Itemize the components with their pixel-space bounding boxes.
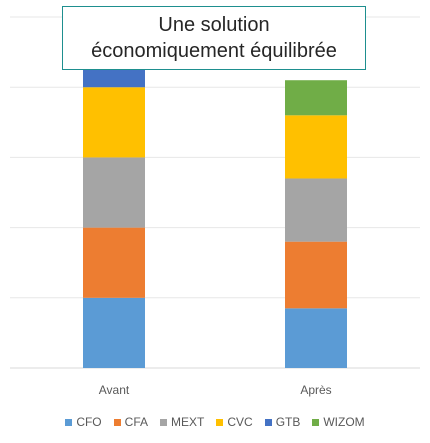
x-axis-labels: Avant Après	[99, 383, 332, 397]
legend-item-gtb: GTB	[264, 415, 301, 429]
legend-swatch	[65, 418, 73, 426]
x-tick-label: Avant	[99, 383, 130, 397]
legend-label: CFO	[76, 415, 102, 429]
chart-title-line-2: économiquement équilibrée	[91, 40, 337, 62]
bar-segment-cvc-avant	[83, 87, 145, 158]
legend: CFO CFA MEXT CVC GTB WIZOM	[0, 413, 430, 431]
bar-segment-mext-apres	[285, 178, 347, 242]
legend-item-cvc: CVC	[216, 415, 253, 429]
legend-swatch	[113, 418, 121, 426]
legend-item-wizom: WIZOM	[312, 415, 365, 429]
legend-label: GTB	[275, 415, 301, 429]
bar-segment-wizom-apres	[285, 80, 347, 116]
legend-label: CVC	[227, 415, 253, 429]
legend-item-cfa: CFA	[113, 415, 148, 429]
legend-swatch	[216, 418, 224, 426]
legend-item-cfo: CFO	[65, 415, 102, 429]
legend-swatch	[312, 418, 320, 426]
legend-swatch	[264, 418, 272, 426]
legend-label: MEXT	[171, 415, 205, 429]
legend-label: CFA	[124, 415, 148, 429]
legend-swatch	[160, 418, 167, 426]
x-tick-label: Après	[300, 383, 331, 397]
bar-segment-cvc-apres	[285, 115, 347, 179]
chart-title: Une solution économiquement équilibrée	[62, 6, 366, 70]
bar-segment-cfa-apres	[285, 241, 347, 309]
chart-title-line-1: Une solution	[158, 14, 270, 36]
bar-segment-cfo-apres	[285, 308, 347, 368]
bar-segment-mext-avant	[83, 157, 145, 228]
legend-item-mext: MEXT	[160, 415, 204, 429]
bar-segment-cfa-avant	[83, 227, 145, 298]
legend-label: WIZOM	[323, 415, 365, 429]
bars	[83, 17, 347, 368]
bar-segment-cfo-avant	[83, 297, 145, 368]
